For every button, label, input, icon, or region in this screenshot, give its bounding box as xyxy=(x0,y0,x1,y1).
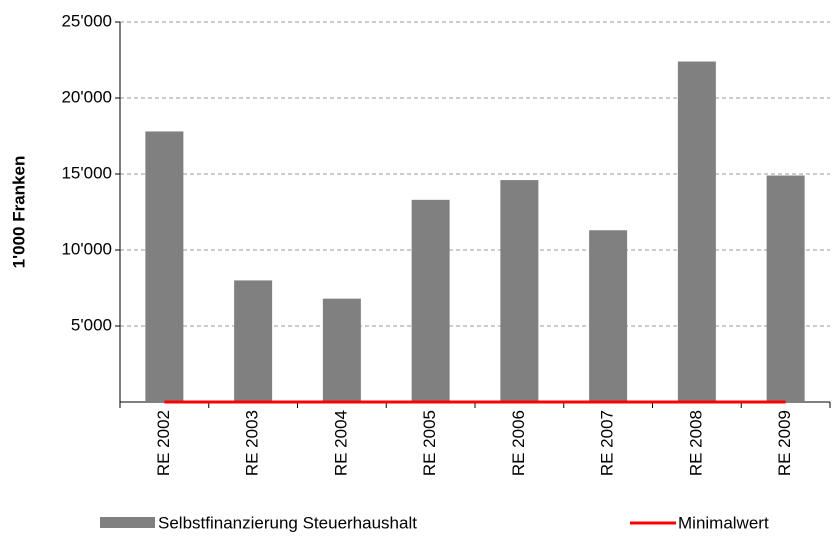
bar xyxy=(589,230,628,402)
y-axis-label: 1'000 Franken xyxy=(9,156,28,269)
x-tick-label: RE 2002 xyxy=(154,410,173,476)
x-tick-label: RE 2003 xyxy=(243,410,262,476)
y-tick-label: 20'000 xyxy=(61,87,112,106)
bar xyxy=(677,61,716,403)
y-tick-label: 25'000 xyxy=(61,11,112,30)
legend-swatch xyxy=(100,517,155,528)
y-tick-label: 15'000 xyxy=(61,163,112,182)
bar xyxy=(145,131,184,402)
bar xyxy=(411,199,450,402)
bar xyxy=(766,175,805,402)
x-tick-label: RE 2005 xyxy=(420,410,439,476)
bar xyxy=(322,298,361,402)
bar xyxy=(234,280,273,402)
y-tick-label: 5'000 xyxy=(71,315,112,334)
x-tick-label: RE 2004 xyxy=(331,410,350,476)
x-tick-label: RE 2006 xyxy=(509,410,528,476)
x-tick-label: RE 2009 xyxy=(775,410,794,476)
x-tick-label: RE 2008 xyxy=(686,410,705,476)
y-tick-label: 10'000 xyxy=(61,239,112,258)
legend-label: Minimalwert xyxy=(678,513,769,532)
x-tick-label: RE 2007 xyxy=(598,410,617,476)
bar xyxy=(500,180,539,402)
legend-label: Selbstfinanzierung Steuerhaushalt xyxy=(158,513,417,532)
